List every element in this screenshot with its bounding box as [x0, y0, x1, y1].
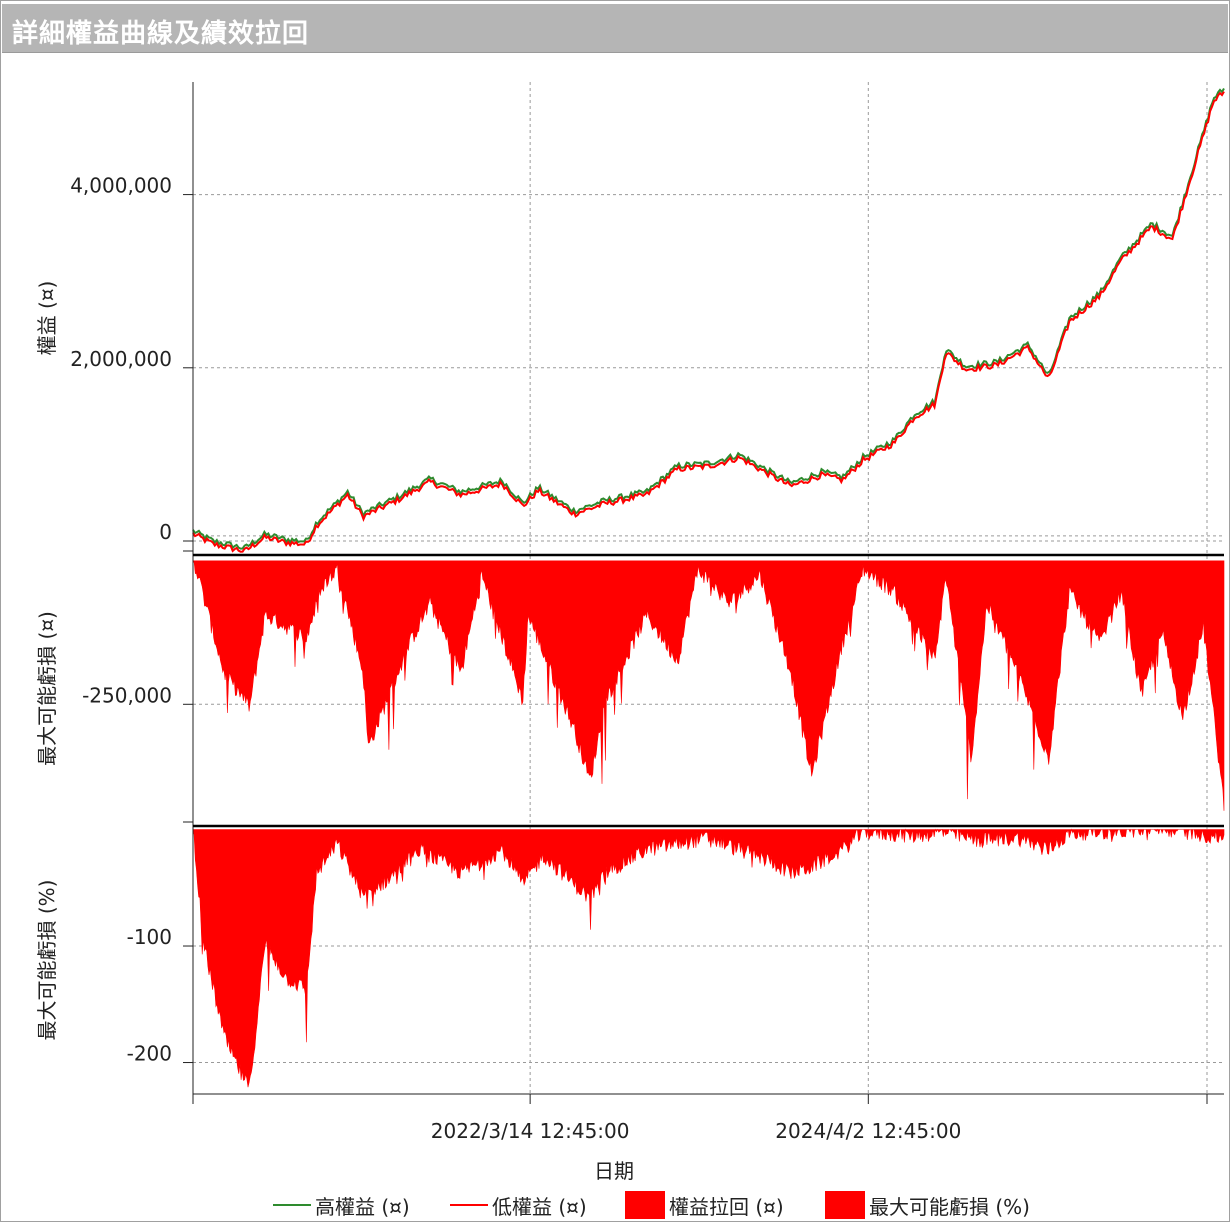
y-tick-label: 0	[159, 520, 172, 544]
y-tick-label: -100	[127, 925, 172, 949]
x-tick-label: 2024/4/2 12:45:00	[775, 1119, 961, 1143]
legend-swatch-max-loss	[825, 1191, 865, 1219]
y-tick-label: -200	[127, 1042, 172, 1066]
axis-labels: 2022/3/14 12:45:00 2024/4/2 12:45:00 日期 4,0…	[35, 174, 961, 1183]
legend: 高權益 (¤) 低權益 (¤) 權益拉回 (¤) 最大可能虧損 (%)	[0, 1186, 1230, 1222]
legend-swatch-drawdown	[625, 1191, 665, 1219]
y-tick-label: 4,000,000	[70, 174, 172, 198]
legend-item-low-equity: 低權益 (¤)	[450, 1190, 587, 1220]
series-high-equity	[192, 87, 1225, 550]
legend-swatch-high	[273, 1204, 311, 1206]
legend-item-high-equity: 高權益 (¤)	[273, 1190, 410, 1220]
series-drawdown_pct-area	[192, 828, 1225, 1088]
chart-marks	[192, 87, 1225, 1088]
y-tick-label: 2,000,000	[70, 347, 172, 371]
legend-label: 低權益 (¤)	[492, 1194, 587, 1219]
y-axis-title: 最大可能虧損 (¤)	[35, 611, 59, 766]
title-bar: 詳細權益曲線及績效拉回	[2, 4, 1228, 53]
axes	[183, 82, 1224, 1104]
y-tick-label: -250,000	[82, 683, 172, 707]
window-title: 詳細權益曲線及績效拉回	[12, 19, 310, 49]
legend-swatch-low	[450, 1204, 488, 1206]
x-axis-title: 日期	[594, 1159, 634, 1183]
legend-label: 高權益 (¤)	[315, 1194, 410, 1219]
x-tick-label: 2022/3/14 12:45:00	[431, 1119, 630, 1143]
legend-item-max-loss-pct: 最大可能虧損 (%)	[825, 1190, 1030, 1220]
legend-label: 權益拉回 (¤)	[669, 1194, 784, 1219]
series-low-equity	[192, 91, 1225, 553]
y-axis-title: 權益 (¤)	[35, 281, 59, 356]
series-drawdown-area	[192, 560, 1225, 811]
y-axis-title: 最大可能虧損 (%)	[35, 880, 59, 1041]
legend-item-equity-drawdown: 權益拉回 (¤)	[625, 1190, 784, 1220]
legend-label: 最大可能虧損 (%)	[869, 1194, 1030, 1219]
